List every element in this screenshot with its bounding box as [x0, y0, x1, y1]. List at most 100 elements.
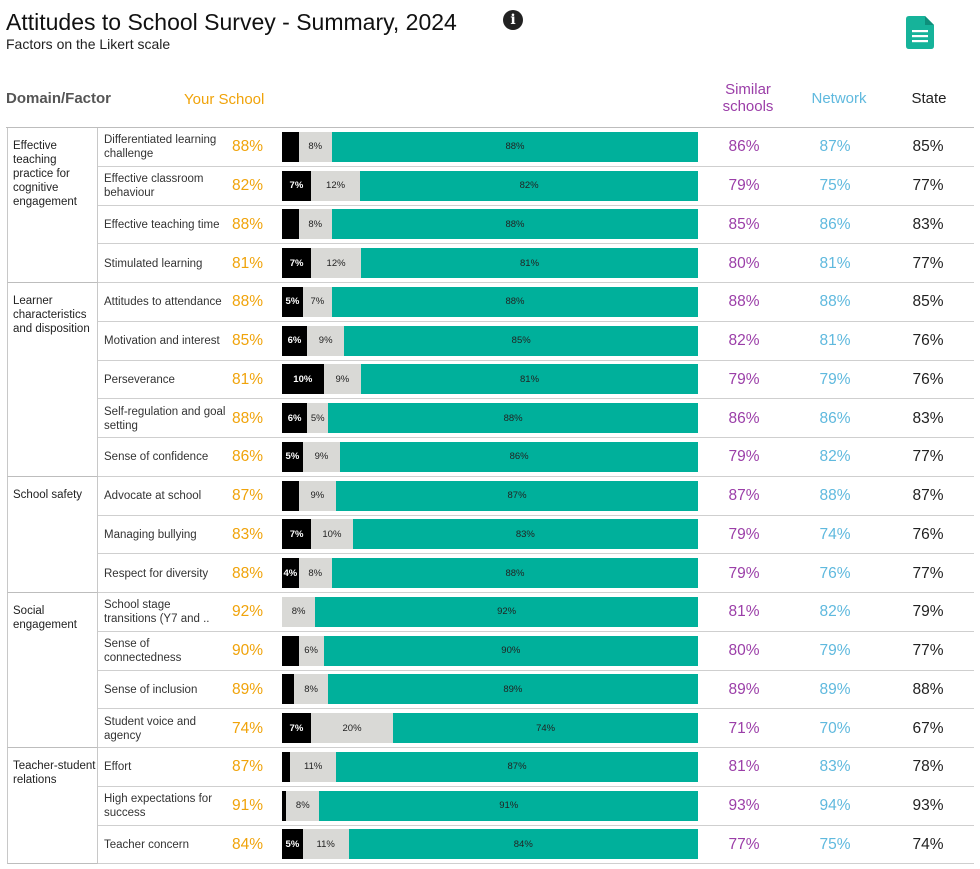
positive-segment[interactable]: 86%: [340, 441, 698, 472]
positive-segment[interactable]: 88%: [331, 209, 698, 240]
negative-segment[interactable]: [282, 790, 287, 821]
stacked-bar[interactable]: 11% 87%: [282, 751, 698, 782]
negative-segment[interactable]: [282, 131, 299, 162]
stacked-bar[interactable]: 7% 10% 83%: [282, 519, 698, 550]
neutral-segment[interactable]: 8%: [294, 674, 328, 705]
negative-segment[interactable]: [282, 480, 299, 511]
negative-segment[interactable]: 5%: [282, 441, 303, 472]
negative-segment[interactable]: [282, 209, 299, 240]
page-title: Attitudes to School Survey - Summary, 20…: [6, 9, 457, 35]
similar-schools-value: 86%: [728, 409, 760, 427]
stacked-bar[interactable]: 8% 92%: [282, 596, 698, 627]
negative-segment[interactable]: 6%: [282, 403, 308, 434]
neutral-segment[interactable]: 8%: [282, 596, 316, 627]
your-school-value: 92%: [232, 603, 264, 621]
neutral-segment[interactable]: 6%: [298, 635, 324, 666]
positive-segment[interactable]: 92%: [315, 596, 698, 627]
your-school-value: 91%: [232, 797, 264, 815]
negative-segment[interactable]: 6%: [282, 325, 307, 356]
your-school-value: 88%: [232, 138, 264, 156]
negative-segment[interactable]: 5%: [282, 286, 303, 317]
stacked-bar[interactable]: 10% 9% 81%: [282, 364, 698, 395]
document-icon[interactable]: [906, 16, 934, 54]
neutral-segment[interactable]: 9%: [302, 441, 341, 472]
positive-segment[interactable]: 82%: [360, 170, 698, 201]
positive-segment[interactable]: 83%: [352, 519, 698, 550]
page-subtitle: Factors on the Likert scale: [6, 36, 171, 52]
positive-segment[interactable]: 87%: [336, 751, 698, 782]
neutral-segment[interactable]: 20%: [310, 713, 394, 744]
stacked-bar[interactable]: 8% 91%: [282, 790, 698, 821]
neutral-segment[interactable]: 10%: [311, 519, 353, 550]
your-school-value: 87%: [232, 758, 264, 776]
stacked-bar[interactable]: 8% 88%: [282, 131, 698, 162]
neutral-segment[interactable]: 8%: [298, 209, 332, 240]
stacked-bar[interactable]: 8% 88%: [282, 209, 698, 240]
positive-segment[interactable]: 91%: [319, 790, 698, 821]
stacked-bar[interactable]: 6% 5% 88%: [282, 403, 698, 434]
positive-segment[interactable]: 90%: [323, 635, 698, 666]
info-icon[interactable]: i: [503, 10, 523, 30]
neutral-segment[interactable]: 8%: [298, 131, 332, 162]
stacked-bar[interactable]: 8% 89%: [282, 674, 698, 705]
positive-segment[interactable]: 88%: [328, 403, 698, 434]
neutral-segment[interactable]: 11%: [290, 751, 337, 782]
stacked-bar[interactable]: 7% 12% 81%: [282, 248, 698, 279]
domain-label: Effective teaching practice for cognitiv…: [7, 128, 98, 283]
stacked-bar[interactable]: 5% 11% 84%: [282, 829, 698, 860]
stacked-bar[interactable]: 6% 90%: [282, 635, 698, 666]
your-school-value: 86%: [232, 448, 264, 466]
negative-segment[interactable]: 7%: [282, 248, 312, 279]
similar-schools-value: 81%: [728, 758, 760, 776]
your-school-value: 90%: [232, 642, 264, 660]
stacked-bar[interactable]: 7% 20% 74%: [282, 713, 698, 744]
positive-segment[interactable]: 88%: [331, 558, 698, 589]
network-value: 88%: [819, 293, 851, 311]
neutral-segment[interactable]: 11%: [302, 829, 349, 860]
table-row: Perseverance 81% 79% 79% 76% 10% 9% 81%: [98, 361, 974, 400]
negative-segment[interactable]: 7%: [282, 170, 311, 201]
positive-segment[interactable]: 88%: [331, 286, 698, 317]
neutral-segment[interactable]: 7%: [302, 286, 332, 317]
stacked-bar[interactable]: 9% 87%: [282, 480, 698, 511]
positive-segment[interactable]: 84%: [348, 829, 698, 860]
stacked-bar[interactable]: 5% 9% 86%: [282, 441, 698, 472]
neutral-segment[interactable]: 8%: [298, 558, 332, 589]
factor-label: Motivation and interest: [104, 335, 220, 348]
table-row: Sense of connectedness 90% 80% 79% 77% 6% 90%: [98, 632, 974, 671]
network-value: 88%: [819, 487, 851, 505]
negative-segment[interactable]: [282, 674, 295, 705]
negative-segment[interactable]: 7%: [282, 713, 311, 744]
neutral-segment[interactable]: 9%: [298, 480, 337, 511]
similar-schools-value: 71%: [728, 719, 760, 737]
stacked-bar[interactable]: 7% 12% 82%: [282, 170, 698, 201]
similar-schools-value: 88%: [728, 293, 760, 311]
stacked-bar[interactable]: 4% 8% 88%: [282, 558, 698, 589]
negative-segment[interactable]: 7%: [282, 519, 312, 550]
positive-segment[interactable]: 89%: [327, 674, 698, 705]
neutral-segment[interactable]: 5%: [307, 403, 329, 434]
neutral-segment[interactable]: 12%: [311, 248, 362, 279]
positive-segment[interactable]: 85%: [344, 325, 698, 356]
neutral-segment[interactable]: 12%: [310, 170, 361, 201]
column-header-state: State: [911, 90, 947, 107]
neutral-segment[interactable]: 9%: [323, 364, 362, 395]
positive-segment[interactable]: 88%: [331, 131, 698, 162]
neutral-segment[interactable]: 9%: [306, 325, 345, 356]
network-value: 75%: [819, 177, 851, 195]
negative-segment[interactable]: 10%: [282, 364, 324, 395]
positive-segment[interactable]: 74%: [393, 713, 698, 744]
positive-segment[interactable]: 81%: [361, 364, 698, 395]
stacked-bar[interactable]: 6% 9% 85%: [282, 325, 698, 356]
negative-segment[interactable]: 5%: [282, 829, 303, 860]
negative-segment[interactable]: [282, 635, 299, 666]
positive-segment[interactable]: 87%: [336, 480, 698, 511]
stacked-bar[interactable]: 5% 7% 88%: [282, 286, 698, 317]
neutral-segment[interactable]: 8%: [286, 790, 320, 821]
state-value: 83%: [912, 409, 944, 427]
negative-segment[interactable]: [282, 751, 291, 782]
positive-segment[interactable]: 81%: [361, 248, 698, 279]
negative-segment[interactable]: 4%: [282, 558, 299, 589]
factor-label: Sense of inclusion: [104, 683, 198, 696]
table-row: Managing bullying 83% 79% 74% 76% 7% 10% 83%: [98, 516, 974, 555]
